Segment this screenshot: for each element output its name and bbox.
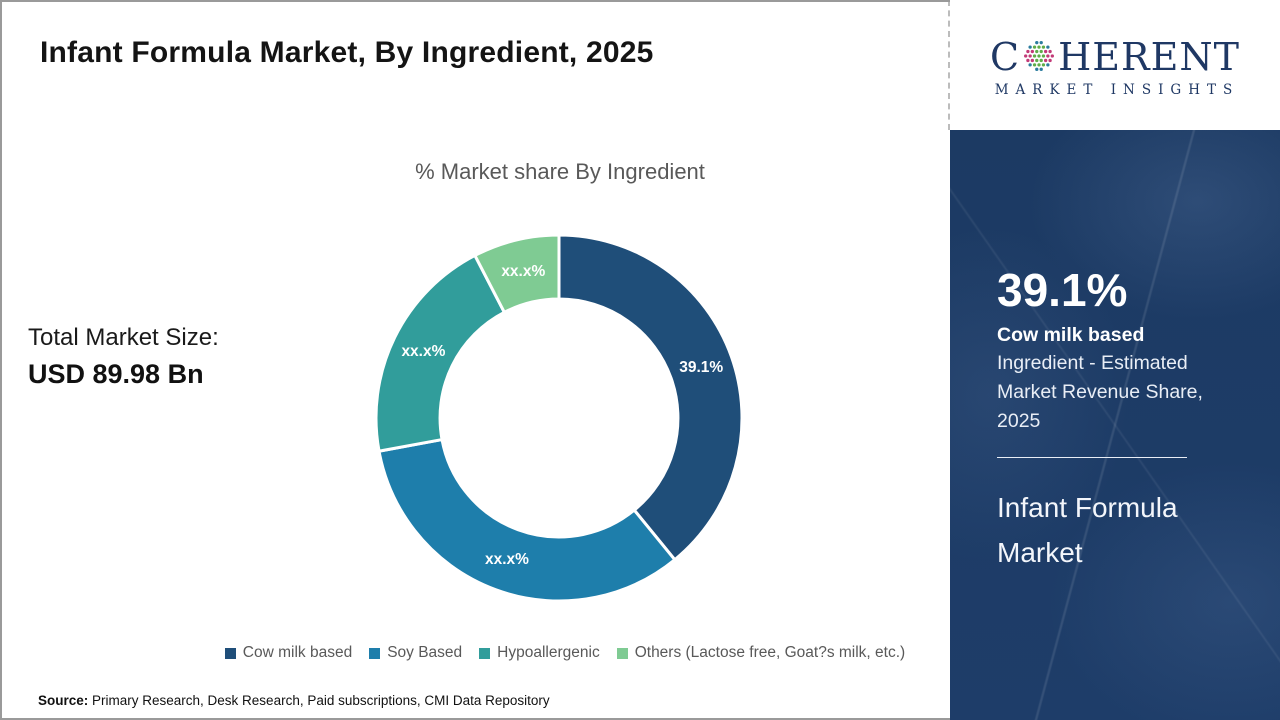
legend-label: Cow milk based	[242, 644, 353, 661]
brand-letter-c: C	[990, 35, 1021, 79]
globe-dot	[1041, 54, 1046, 58]
legend-item: Cow milk based	[224, 644, 353, 662]
legend-marker	[479, 647, 491, 659]
globe-dot	[1044, 49, 1048, 54]
donut-segment-label: 39.1%	[679, 359, 723, 376]
donut-segment-4	[473, 233, 561, 314]
globe-dot	[1033, 45, 1037, 49]
sidebar-stat-name: Cow milk based	[997, 324, 1145, 347]
globe-dot	[1037, 63, 1041, 67]
legend-item: Others (Lactose free, Goat?s milk, etc.)	[616, 644, 906, 662]
globe-dot	[1026, 58, 1030, 63]
legend-marker	[224, 647, 236, 659]
globe-dot	[1033, 54, 1037, 58]
donut-segment-1	[557, 233, 744, 562]
legend-item: Soy Based	[369, 644, 462, 662]
legend-label: Hypoallergenic	[497, 644, 600, 661]
globe-dot	[1024, 54, 1028, 58]
sidebar-divider	[997, 457, 1187, 459]
globe-dot	[1030, 58, 1035, 63]
donut-segment-label: xx.x%	[401, 343, 445, 360]
chart-title: % Market share By Ingredient	[415, 159, 705, 184]
globe-dot	[1039, 41, 1043, 45]
globe-dot	[1030, 49, 1035, 54]
brand-logo-panel: C HERENT MARKET INSIGHTS	[948, 0, 1280, 130]
legend-marker	[369, 647, 381, 659]
highlight-sidebar: 39.1% Cow milk based Ingredient - Estima…	[950, 130, 1280, 720]
brand-letters-rest: HERENT	[1058, 35, 1240, 79]
globe-dot	[1028, 63, 1032, 67]
donut-segment-label: xx.x%	[501, 263, 545, 280]
source-text: Primary Research, Desk Research, Paid su…	[88, 693, 550, 708]
source-label: Source:	[38, 693, 89, 708]
total-market-size-label: Total Market Size:	[28, 324, 219, 351]
donut-segment-2	[377, 438, 677, 603]
brand-wordmark: C HERENT	[990, 38, 1240, 76]
sidebar-stat-value: 39.1%	[997, 264, 1128, 316]
globe-dot	[1033, 63, 1037, 67]
globe-dot	[1037, 45, 1041, 49]
donut-chart: 39.1% xx.x% xx.x% xx.x%	[374, 233, 744, 603]
globe-dot	[1037, 54, 1041, 58]
legend-marker	[616, 647, 628, 659]
legend-label: Others (Lactose free, Goat?s milk, etc.)	[634, 644, 906, 661]
globe-dot	[1041, 45, 1046, 49]
globe-dot	[1035, 49, 1039, 54]
sidebar-stat-description: Ingredient - Estimated Market Revenue Sh…	[997, 352, 1203, 432]
globe-dot	[1028, 45, 1032, 49]
legend-item: Hypoallergenic	[479, 644, 600, 662]
globe-dot	[1048, 58, 1052, 63]
globe-dot	[1039, 49, 1043, 54]
legend-label: Soy Based	[387, 644, 463, 661]
globe-dot	[1035, 67, 1039, 71]
globe-dot	[1046, 54, 1050, 58]
total-market-size-value: USD 89.98 Bn	[28, 359, 204, 389]
globe-dot	[1039, 67, 1043, 71]
globe-dot	[1050, 54, 1055, 58]
globe-dot	[1035, 58, 1039, 63]
donut-segment-label: xx.x%	[485, 551, 529, 568]
globe-dot	[1046, 45, 1050, 49]
globe-dot	[1048, 49, 1052, 54]
sidebar-market-name: Infant Formula Market	[997, 492, 1178, 569]
brand-tagline: MARKET INSIGHTS	[994, 82, 1240, 98]
globe-dot	[1041, 63, 1046, 67]
globe-dots-icon	[1024, 41, 1055, 71]
total-market-size-block: Total Market Size: USD 89.98 Bn	[28, 324, 219, 390]
page-title: Infant Formula Market, By Ingredient, 20…	[40, 36, 654, 69]
globe-dot	[1026, 49, 1030, 54]
source-line: Source: Primary Research, Desk Research,…	[38, 693, 550, 708]
chart-legend: Cow milk based Soy Based Hypoallergenic Oth…	[165, 644, 965, 662]
globe-dot	[1039, 58, 1043, 63]
globe-dot	[1046, 63, 1050, 67]
globe-dot	[1035, 41, 1039, 45]
globe-dot	[1044, 58, 1048, 63]
globe-dot	[1028, 54, 1032, 58]
